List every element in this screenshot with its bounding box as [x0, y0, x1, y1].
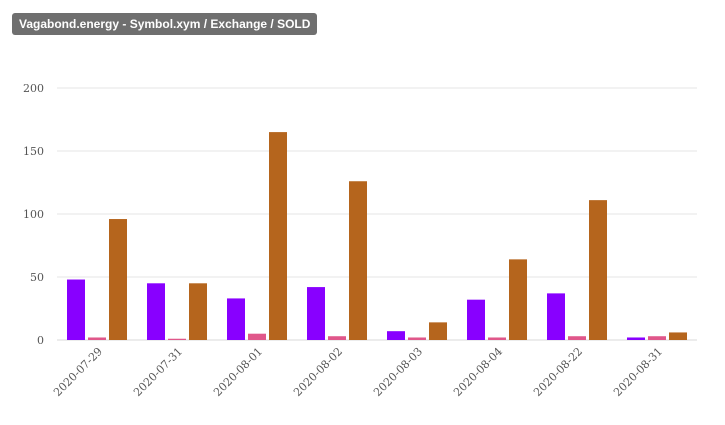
bar-series-2[interactable] — [168, 338, 186, 340]
bar-series-2[interactable] — [88, 337, 106, 340]
bar-series-1[interactable] — [147, 283, 165, 340]
x-axis-ticks: 2020-07-29 2020-07-31 2020-08-01 2020-08-02… — [51, 345, 665, 399]
bar-series-1[interactable] — [67, 279, 85, 340]
y-tick-label: 150 — [23, 145, 44, 158]
bar-series-3[interactable] — [669, 332, 687, 340]
bar-series-1[interactable] — [467, 299, 485, 340]
bar-series-2[interactable] — [248, 333, 266, 340]
bars — [67, 132, 687, 340]
y-axis-ticks: 0 50 100 150 200 — [23, 82, 44, 347]
bar-series-1[interactable] — [307, 287, 325, 340]
x-tick-label: 2020-08-04 — [451, 345, 505, 399]
bar-series-2[interactable] — [408, 337, 426, 340]
y-tick-label: 200 — [23, 82, 44, 95]
bar-series-3[interactable] — [589, 200, 607, 340]
bar-series-1[interactable] — [387, 331, 405, 340]
bar-series-3[interactable] — [429, 322, 447, 340]
x-tick-label: 2020-08-03 — [371, 345, 425, 399]
bar-series-2[interactable] — [568, 336, 586, 340]
x-tick-label: 2020-07-29 — [51, 345, 105, 399]
x-tick-label: 2020-08-01 — [211, 345, 265, 399]
bar-series-3[interactable] — [269, 132, 287, 340]
bar-series-1[interactable] — [547, 293, 565, 340]
bar-series-1[interactable] — [227, 298, 245, 340]
bar-series-2[interactable] — [488, 337, 506, 340]
bar-series-2[interactable] — [648, 336, 666, 340]
bar-series-3[interactable] — [509, 259, 527, 340]
bar-series-1[interactable] — [627, 337, 645, 340]
y-tick-label: 50 — [30, 271, 44, 284]
bar-series-2[interactable] — [328, 336, 346, 340]
x-tick-label: 2020-08-22 — [531, 345, 585, 399]
chart-title: Vagabond.energy - Symbol.xym / Exchange … — [12, 13, 318, 35]
x-tick-label: 2020-07-31 — [131, 345, 185, 399]
y-tick-label: 0 — [37, 334, 44, 347]
x-tick-label: 2020-08-02 — [291, 345, 345, 399]
y-tick-label: 100 — [23, 208, 44, 221]
bar-series-3[interactable] — [109, 219, 127, 340]
bar-series-3[interactable] — [349, 181, 367, 340]
bar-series-3[interactable] — [189, 283, 207, 340]
x-tick-label: 2020-08-31 — [611, 345, 665, 399]
